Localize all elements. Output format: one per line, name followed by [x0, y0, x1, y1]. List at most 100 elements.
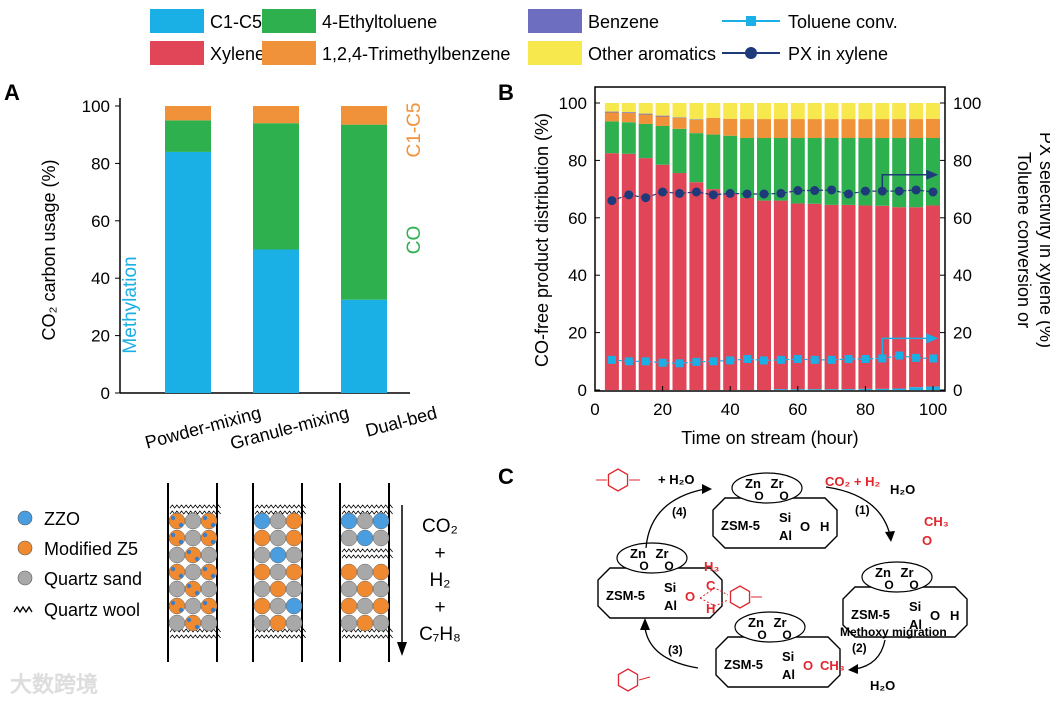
square-marker-icon	[746, 16, 756, 26]
o-label: O	[685, 589, 695, 604]
bar-c1-c5-granule-mixing	[253, 106, 299, 124]
zr-label: Zr	[771, 476, 784, 491]
particle	[253, 614, 271, 632]
znzr-oxide-cluster	[861, 561, 933, 593]
legend-label: PX in xylene	[788, 44, 888, 64]
point-toluene-conv	[760, 356, 768, 365]
bar-c1-c5-dual-bed	[341, 106, 387, 125]
bar-co-dual-bed	[341, 124, 387, 300]
bar-1-2-4-trimethylbenzene	[621, 113, 636, 123]
particle-dot	[202, 532, 208, 538]
y-tick-label: 20	[568, 324, 587, 343]
particle-dot	[178, 573, 184, 579]
particle	[200, 580, 218, 598]
y-tick-label-right: 60	[953, 209, 972, 228]
zr-label: Zr	[901, 565, 914, 580]
quartz-wool	[169, 504, 221, 509]
y-tick-label: 100	[559, 94, 587, 113]
toluene-ring-icon	[617, 668, 639, 692]
quartz-wool	[254, 504, 306, 509]
point-px-in-xylene	[658, 187, 668, 197]
o-label: O	[909, 578, 918, 592]
zr-label: Zr	[656, 546, 669, 561]
particle	[184, 546, 202, 564]
h-label: H	[950, 608, 959, 623]
particle	[340, 563, 358, 581]
particle	[340, 614, 358, 632]
bar-other-aromatics	[706, 103, 721, 118]
bar-4-ethyltoluene	[841, 138, 856, 205]
bar-other-aromatics	[790, 103, 805, 120]
o-label: O	[884, 578, 893, 592]
point-toluene-conv	[658, 358, 667, 367]
si-label: Si	[909, 599, 921, 614]
bar-1-2-4-trimethylbenzene	[638, 114, 653, 124]
si-label: Si	[782, 649, 794, 664]
bar-xylene	[807, 203, 822, 390]
h3-label: H₃	[704, 559, 719, 574]
y-tick-label: 60	[568, 209, 587, 228]
bar-xylene	[790, 203, 805, 390]
bar-c1-c5	[824, 389, 839, 390]
point-px-in-xylene	[725, 188, 735, 198]
particle-dot	[210, 573, 216, 579]
watermark: 大数跨境	[10, 672, 98, 697]
quartz-wool	[254, 634, 306, 639]
particle	[285, 580, 303, 598]
point-px-in-xylene	[691, 187, 701, 197]
legend-label: 1,2,4-Trimethylbenzene	[322, 44, 510, 64]
o-label: O	[664, 559, 673, 573]
particle-dot	[210, 522, 216, 528]
particle	[356, 512, 374, 530]
y-axis-label-right: PX selectivity in xylene (%)	[1036, 132, 1050, 348]
h-label: H	[820, 519, 829, 534]
zr-label: Zr	[774, 615, 787, 630]
bar-xylene	[706, 189, 721, 390]
bar-1-2-4-trimethylbenzene	[706, 117, 721, 135]
arrow-head-icon	[848, 664, 858, 674]
feed-label: +	[434, 597, 445, 618]
point-toluene-conv	[861, 355, 870, 364]
point-px-in-xylene	[675, 188, 684, 198]
znzr-oxide-cluster	[731, 472, 803, 504]
zn-label: Zn	[745, 476, 761, 491]
legend-label: C1-C5	[210, 12, 262, 32]
particle-dot	[170, 515, 176, 521]
transition-bonds	[699, 587, 729, 607]
reactor-legend-label: Quartz wool	[44, 600, 140, 620]
bar-other-aromatics	[875, 103, 890, 120]
particle	[269, 614, 287, 632]
bar-other-aromatics	[740, 103, 755, 120]
particle	[356, 597, 374, 615]
particle-dot	[202, 566, 208, 572]
particle	[253, 529, 271, 547]
h2o-label: H₂O	[890, 482, 915, 497]
bar-xylene	[824, 204, 839, 390]
y-tick-label-right: 20	[953, 324, 972, 343]
feed-label: +	[434, 543, 445, 564]
bar-xylene	[841, 204, 856, 390]
particle	[285, 563, 303, 581]
panel-label-a: A	[4, 80, 20, 105]
bar-1-2-4-trimethylbenzene	[757, 119, 771, 139]
particle	[168, 563, 186, 581]
particle	[269, 580, 287, 598]
bar-4-ethyltoluene	[773, 138, 788, 201]
legend-swatch-4-ethyltoluene	[262, 9, 316, 33]
bar-1-2-4-trimethylbenzene	[672, 117, 687, 129]
particle-dot	[170, 532, 176, 538]
bar-other-aromatics	[858, 103, 873, 120]
bar-other-aromatics	[757, 103, 771, 120]
bar-xylene	[892, 207, 907, 389]
bar-other-aromatics	[604, 103, 619, 112]
arrow-step-2	[854, 639, 886, 670]
bar-xylene	[672, 173, 687, 390]
plot-frame	[594, 86, 946, 392]
point-toluene-conv	[929, 354, 937, 363]
o-label: O	[779, 489, 788, 503]
bar-1-2-4-trimethylbenzene	[723, 118, 738, 136]
particle	[372, 512, 390, 530]
co2-h2-label: CO₂ + H₂	[825, 474, 880, 489]
